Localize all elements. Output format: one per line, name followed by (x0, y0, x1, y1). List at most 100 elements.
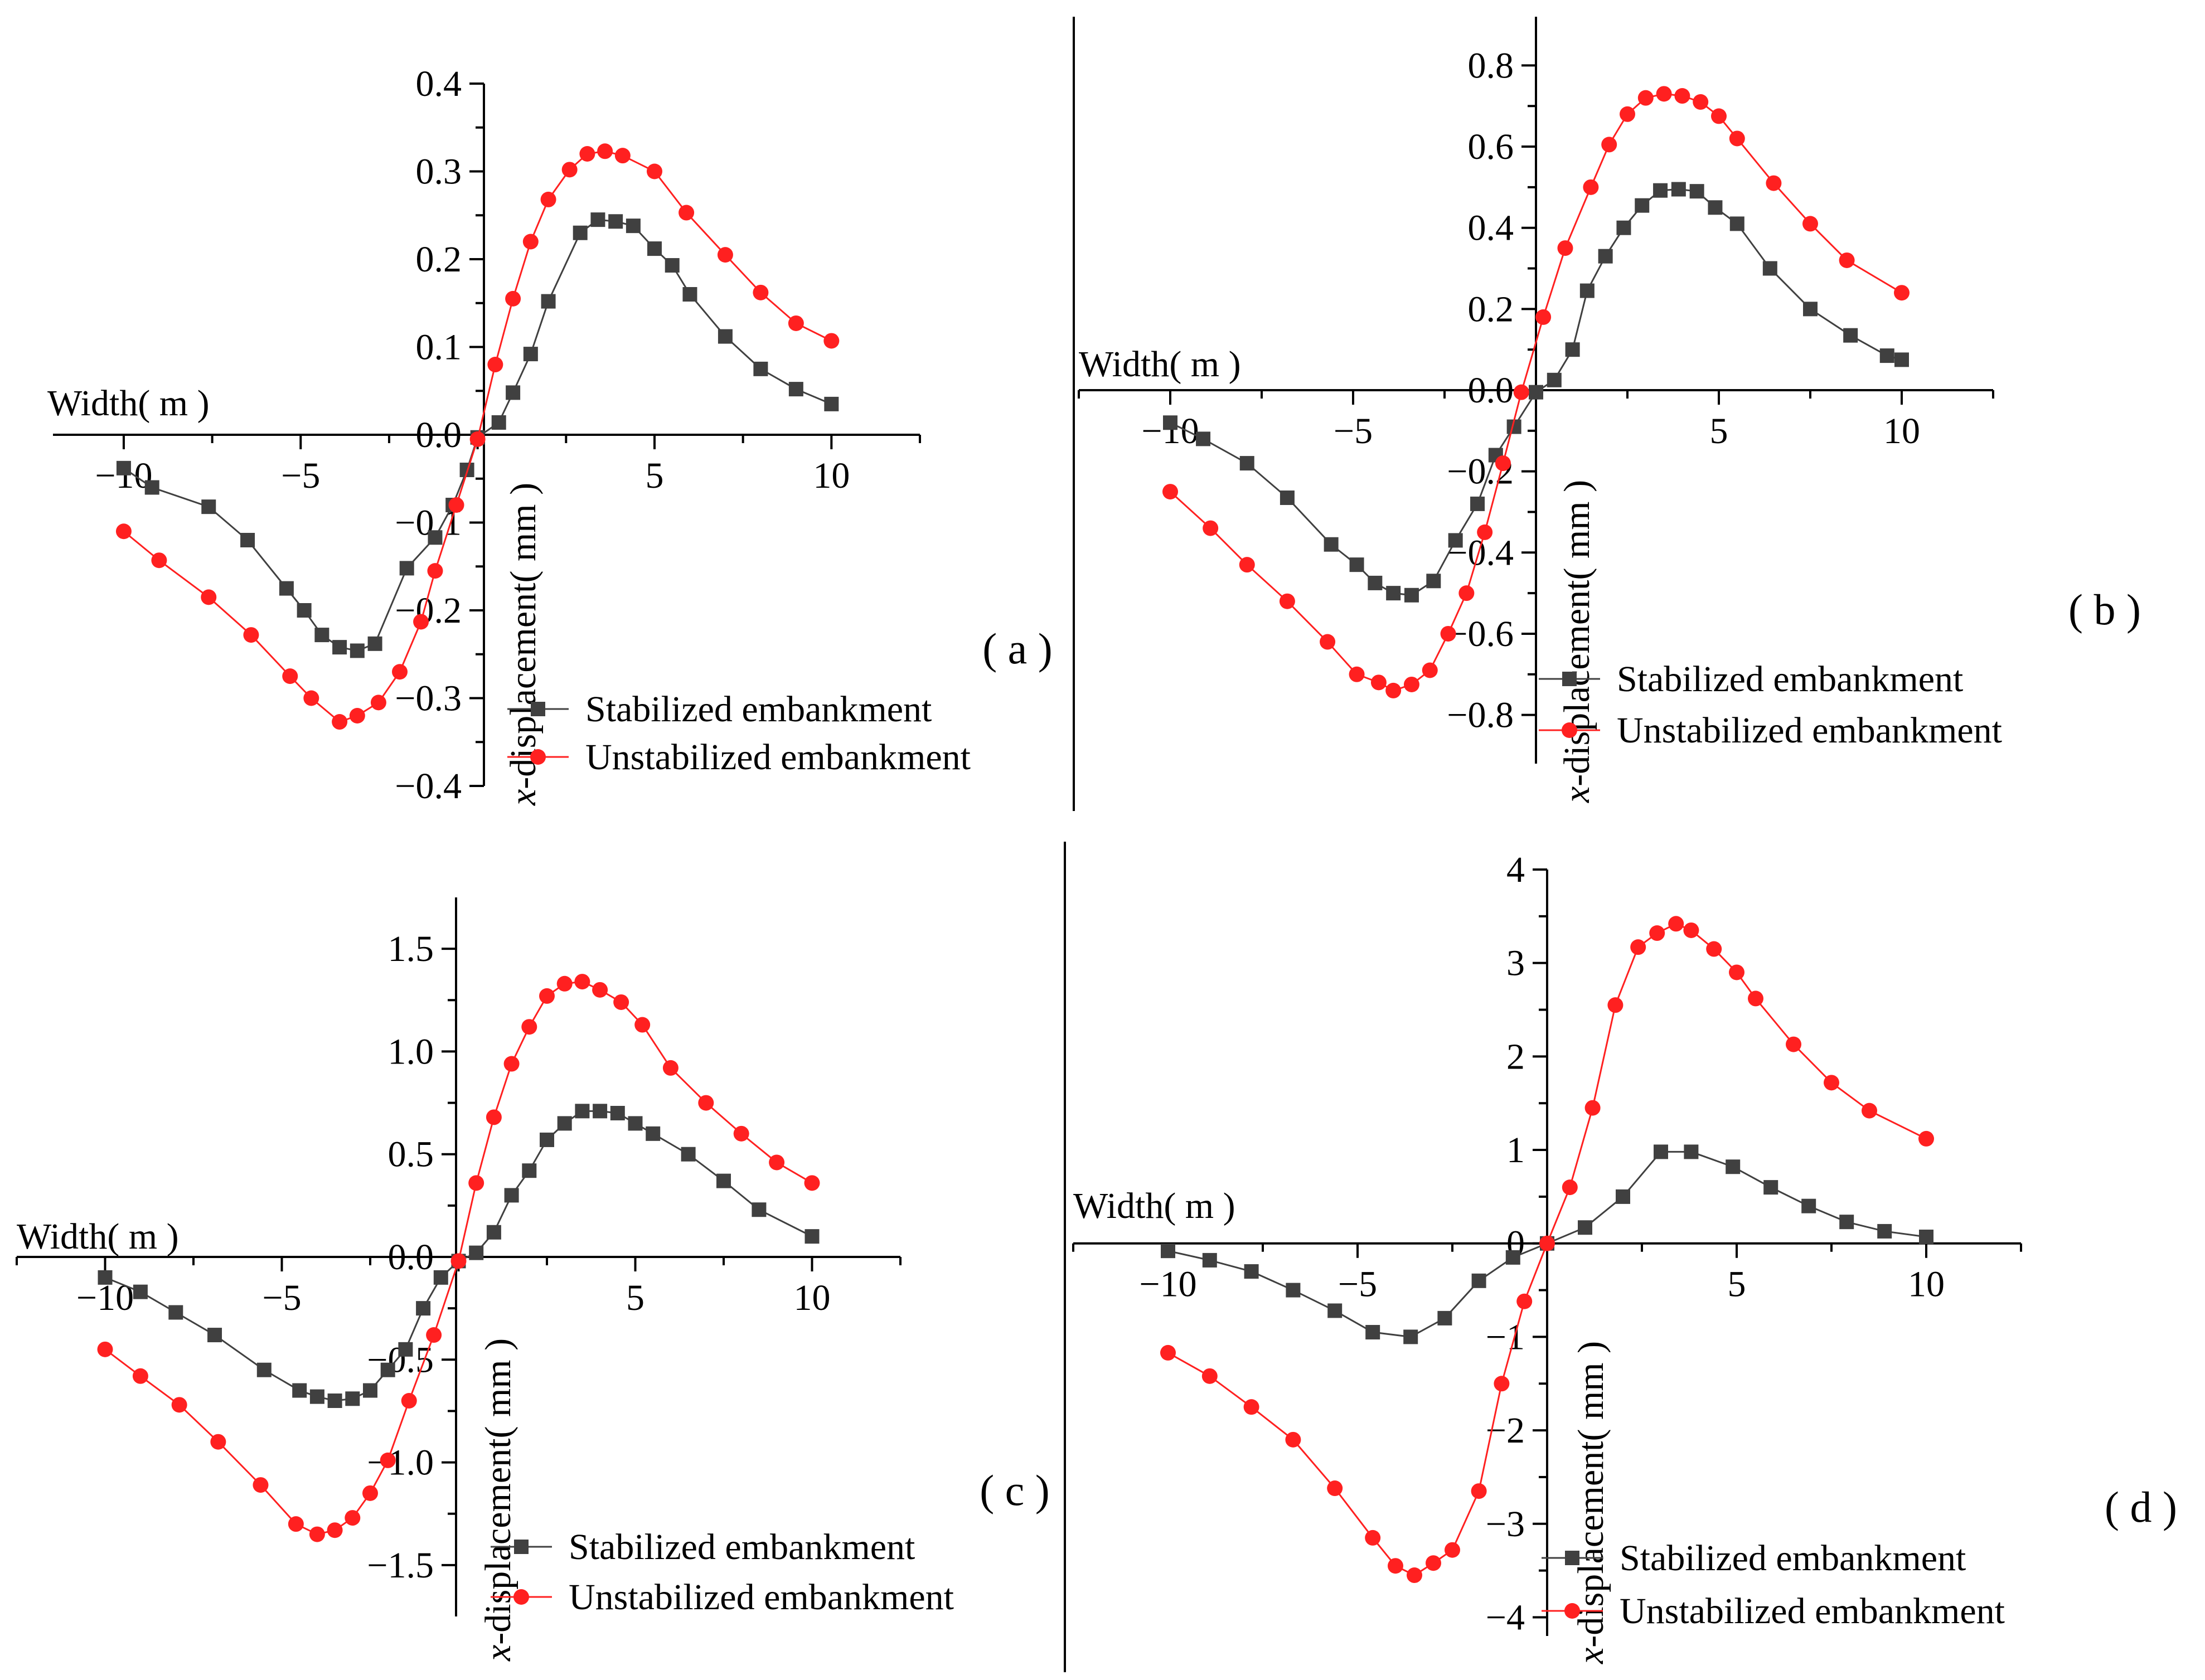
data-point-a (469, 431, 486, 447)
legend-marker-circle-b (1562, 722, 1577, 738)
y-tick-label-b: −0.8 (1447, 695, 1514, 736)
data-point-d (1365, 1325, 1380, 1340)
x-axis-title-c: Width( m ) (17, 1216, 179, 1257)
data-point-a (399, 561, 414, 576)
data-point-b (1349, 666, 1365, 682)
data-point-b (1495, 455, 1511, 472)
data-point-a (788, 315, 804, 331)
data-point-c (97, 1341, 113, 1357)
data-point-a (608, 214, 623, 229)
data-point-c (752, 1202, 767, 1217)
data-point-c (362, 1485, 378, 1501)
y-axis-title-b: x-displacement( mm ) (1557, 480, 1597, 803)
data-point-a (201, 589, 217, 605)
data-point-c (634, 1017, 651, 1033)
data-point-b (1708, 200, 1723, 215)
data-point-c (398, 1342, 413, 1357)
data-point-d (1786, 1036, 1801, 1052)
y-axis-title-italic-a: x (503, 789, 544, 806)
data-point-d (1161, 1244, 1175, 1259)
data-point-b (1565, 342, 1580, 357)
data-point-c (416, 1301, 431, 1316)
data-point-c (521, 1019, 537, 1035)
data-point-b (1535, 309, 1552, 325)
data-point-b (1386, 586, 1401, 601)
data-point-b (1458, 585, 1475, 601)
y-tick-label-b: −0.6 (1447, 614, 1514, 654)
legend-marker-square-a (531, 702, 545, 716)
legend-label-b: Stabilized embankment (1617, 659, 1963, 700)
data-point-b (1601, 137, 1617, 153)
data-point-b (1477, 524, 1493, 540)
legend-label-a: Stabilized embankment (585, 689, 932, 730)
data-point-b (1470, 496, 1485, 511)
panel-b: −10 −5 5 10−0.8−0.6−0.4−0.20.00.20.40.60.8W… (1078, 17, 2141, 803)
data-point-d (1918, 1130, 1934, 1147)
y-tick-label-a: 0.4 (416, 64, 462, 104)
series-unstabilized-a (115, 143, 840, 730)
data-point-d (1607, 997, 1624, 1013)
data-point-d (1706, 941, 1722, 957)
data-point-c (450, 1253, 467, 1269)
legend-c: Stabilized embankment Unstabilized embank… (491, 1527, 954, 1618)
series-unstabilized-d (1160, 916, 1934, 1584)
data-point-a (487, 357, 503, 372)
data-point-d (1919, 1229, 1933, 1244)
y-tick-label-a: 0.2 (416, 239, 462, 280)
x-tick-label-a: −5 (281, 455, 320, 496)
data-point-a (590, 212, 605, 227)
data-point-d (1584, 1100, 1601, 1116)
y-tick-label-a: 0.1 (416, 327, 462, 368)
data-point-b (1839, 252, 1855, 268)
legend-label-c: Unstabilized embankment (569, 1577, 954, 1618)
y-axis-title-rest-d: -displacement( mm ) (1571, 1341, 1611, 1648)
data-point-b (1448, 533, 1463, 548)
y-tick-label-a: −0.3 (395, 678, 462, 719)
data-point-d (1729, 964, 1744, 980)
y-axis-title-rest-a: -displacement( mm ) (503, 483, 544, 789)
data-point-d (1748, 990, 1763, 1007)
data-point-b (1162, 484, 1178, 500)
data-point-c (733, 1125, 749, 1142)
data-point-c (327, 1522, 343, 1538)
data-point-c (646, 1126, 661, 1141)
x-axis-title-d: Width( m ) (1073, 1186, 1235, 1226)
data-point-b (1349, 557, 1364, 572)
y-tick-label-b: 0.8 (1468, 45, 1514, 86)
legend-label-d: Stabilized embankment (1620, 1538, 1966, 1579)
data-point-a (824, 396, 839, 411)
y-axis-title-italic-d: x (1571, 1648, 1611, 1664)
data-point-c (575, 1104, 590, 1119)
series-line-a (123, 150, 832, 723)
data-point-d (1327, 1480, 1343, 1497)
y-axis-title-d: x-displacement( mm ) (1571, 1341, 1611, 1664)
data-point-c (698, 1095, 714, 1111)
data-point-b (1656, 86, 1672, 102)
data-point-a (201, 499, 216, 514)
data-point-a (392, 664, 408, 680)
data-point-c (256, 1362, 272, 1377)
data-point-a (647, 241, 662, 256)
data-point-c (433, 1270, 448, 1285)
data-point-a (597, 143, 613, 159)
data-point-c (628, 1116, 643, 1131)
data-point-c (468, 1175, 484, 1191)
data-point-d (1649, 925, 1665, 941)
data-point-a (541, 294, 556, 309)
data-point-c (469, 1245, 484, 1260)
data-point-a (282, 668, 298, 684)
data-point-c (327, 1393, 342, 1408)
data-point-a (349, 708, 365, 724)
data-point-b (1547, 372, 1562, 387)
data-point-c (662, 1060, 679, 1076)
legend-a: Stabilized embankment Unstabilized embank… (507, 689, 971, 778)
x-tick-label-a: 5 (645, 455, 663, 496)
data-point-c (132, 1368, 148, 1384)
data-point-c (309, 1389, 324, 1404)
data-point-c (363, 1383, 377, 1398)
y-tick-label-b: 0.6 (1468, 127, 1514, 167)
data-point-b (1320, 634, 1336, 650)
series-unstabilized-c (97, 974, 820, 1542)
